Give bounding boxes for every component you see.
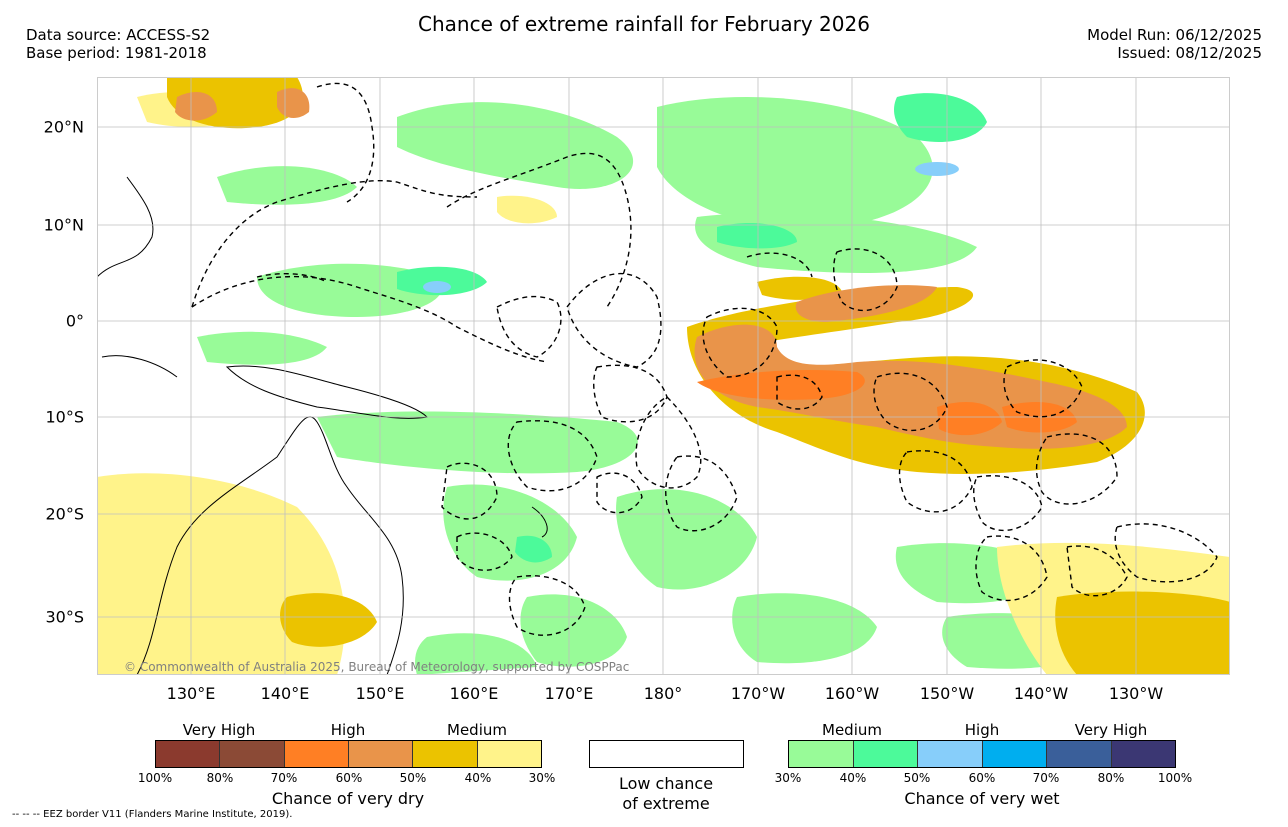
neutral-swatch: [589, 740, 744, 768]
y-tick-label: 10°N: [43, 215, 84, 235]
dry-level-very-high: Very High: [182, 721, 256, 739]
x-tick-label: 150°W: [919, 684, 975, 703]
x-tick-label: 170°W: [730, 684, 786, 703]
wet-percent-label: 70%: [1032, 771, 1060, 785]
map-frame: [97, 77, 1230, 675]
wet-swatch: [1111, 741, 1175, 767]
y-tick-label: 20°S: [45, 504, 84, 524]
wet-percent-label: 60%: [968, 771, 996, 785]
eez-borders: [191, 82, 1218, 636]
y-tick-label: 10°S: [45, 407, 84, 427]
neutral-legend-caption-2: of extreme: [622, 794, 710, 813]
dry-swatch: [156, 741, 221, 767]
eez-border-note: -- -- -- EEZ border V11 (Flanders Marine…: [12, 809, 293, 820]
x-tick-label: 160°E: [449, 684, 499, 703]
dry-percent-label: 80%: [206, 771, 234, 785]
dry-swatch: [284, 741, 349, 767]
wet-percent-label: 40%: [839, 771, 867, 785]
y-tick-label: 0°: [65, 311, 84, 331]
x-tick-label: 160°W: [824, 684, 880, 703]
y-tick-label: 20°N: [43, 117, 84, 137]
page-title: Chance of extreme rainfall for February …: [418, 12, 870, 36]
model-run: Model Run: 06/12/2025: [1087, 26, 1262, 44]
wet-very-high-regions: [423, 162, 959, 293]
neutral-legend-caption-1: Low chance: [618, 774, 714, 793]
wet-swatch: [918, 741, 983, 767]
x-tick-label: 150°E: [355, 684, 405, 703]
header-left: Data source: ACCESS-S2 Base period: 1981…: [26, 26, 210, 62]
issued-date: Issued: 08/12/2025: [1117, 44, 1262, 62]
wet-colorbar: [788, 740, 1176, 768]
wet-level-very-high: Very High: [1074, 721, 1148, 739]
dry-percent-label: 100%: [137, 771, 173, 785]
x-tick-label: 130°E: [166, 684, 216, 703]
dry-percent-label: 40%: [464, 771, 492, 785]
wet-swatch: [982, 741, 1047, 767]
dry-percent-label: 30%: [528, 771, 556, 785]
wet-percent-label: 50%: [903, 771, 931, 785]
wet-legend-caption: Chance of very wet: [904, 789, 1060, 808]
wet-swatch: [789, 741, 854, 767]
wet-strong-regions: [397, 93, 987, 563]
dry-legend-caption: Chance of very dry: [271, 789, 425, 808]
x-tick-label: 130°W: [1108, 684, 1164, 703]
dry-level-high: High: [330, 721, 366, 739]
wet-percent-label: 100%: [1157, 771, 1193, 785]
header-right: Model Run: 06/12/2025 Issued: 08/12/2025: [1087, 26, 1262, 62]
dry-level-medium: Medium: [447, 721, 507, 739]
wet-level-medium: Medium: [822, 721, 882, 739]
x-tick-label: 140°E: [260, 684, 310, 703]
dry-swatch: [348, 741, 414, 767]
dry-swatch: [477, 741, 541, 767]
wet-percent-label: 30%: [774, 771, 802, 785]
dry-colorbar: [155, 740, 542, 768]
dry-swatch: [413, 741, 478, 767]
base-period: Base period: 1981-2018: [26, 44, 207, 62]
dry-high-strong-regions: [697, 370, 1077, 436]
dry-percent-label: 50%: [399, 771, 427, 785]
wet-swatch: [1047, 741, 1112, 767]
map-copyright: © Commonwealth of Australia 2025, Bureau…: [124, 660, 630, 674]
dry-percent-label: 60%: [335, 771, 363, 785]
y-tick-label: 30°S: [45, 607, 84, 627]
dry-swatch: [220, 741, 285, 767]
x-tick-label: 170°E: [544, 684, 594, 703]
x-tick-label: 180°: [643, 684, 683, 703]
wet-swatch: [853, 741, 918, 767]
x-tick-label: 140°W: [1013, 684, 1069, 703]
dry-percent-label: 70%: [270, 771, 298, 785]
wet-percent-label: 80%: [1097, 771, 1125, 785]
data-source: Data source: ACCESS-S2: [26, 26, 211, 44]
wet-level-high: High: [964, 721, 1000, 739]
rainfall-map[interactable]: [97, 77, 1230, 675]
graticule: [97, 77, 1230, 675]
